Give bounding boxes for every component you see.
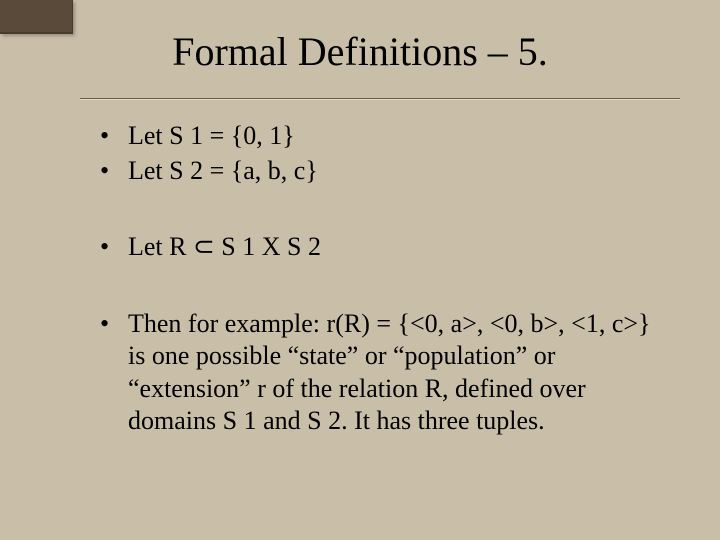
bullet-group: Then for example: r(R) = {<0, a>, <0, b>… (100, 308, 660, 438)
slide: Formal Definitions – 5. Let S 1 = {0, 1}… (0, 0, 720, 540)
slide-title: Formal Definitions – 5. (0, 0, 720, 75)
bullet-group: Let R ⊂ S 1 X S 2 (100, 231, 660, 264)
bullet-item: Then for example: r(R) = {<0, a>, <0, b>… (100, 308, 660, 438)
bullet-item: Let S 1 = {0, 1} (100, 120, 660, 153)
bullet-item: Let S 2 = {a, b, c} (100, 155, 660, 188)
title-divider (80, 98, 680, 99)
bullet-item: Let R ⊂ S 1 X S 2 (100, 231, 660, 264)
bullet-group: Let S 1 = {0, 1} Let S 2 = {a, b, c} (100, 120, 660, 187)
corner-decoration (0, 0, 73, 34)
slide-content: Let S 1 = {0, 1} Let S 2 = {a, b, c} Let… (100, 120, 660, 440)
